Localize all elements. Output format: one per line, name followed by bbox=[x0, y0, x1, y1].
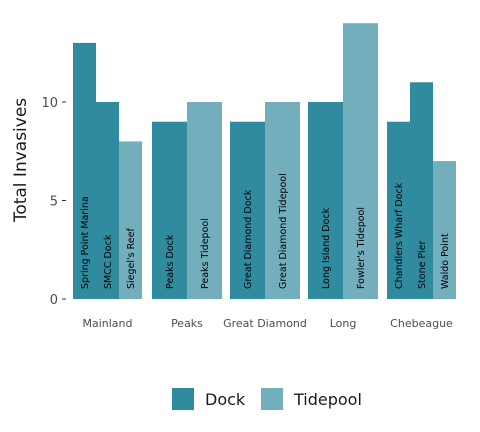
legend-swatch bbox=[172, 388, 194, 410]
bar-label: Chandlers Wharf Dock bbox=[394, 182, 405, 289]
group-tick-label: Long bbox=[330, 317, 357, 330]
bar-label: Siegel's Reef bbox=[126, 228, 137, 289]
legend: Dock Tidepool bbox=[172, 388, 362, 410]
group-tick-label: Great Diamond bbox=[223, 317, 307, 330]
legend-label: Tidepool bbox=[293, 390, 362, 409]
x-axis: Mainland Peaks Great Diamond Long Chebeague bbox=[82, 317, 453, 330]
bar-label: Fowler's Tidepool bbox=[356, 207, 367, 289]
y-axis-title: Total Invasives bbox=[11, 98, 31, 223]
bar bbox=[387, 121, 410, 299]
bar-label: Peaks Dock bbox=[165, 234, 176, 289]
y-axis: 0 5 10 bbox=[41, 96, 66, 308]
bar-label: Waldo Point bbox=[440, 233, 451, 289]
group-tick-label: Peaks bbox=[171, 317, 203, 330]
y-tick-label: 10 bbox=[41, 96, 58, 111]
bar-label: Stone Pier bbox=[417, 241, 428, 289]
group-tick-label: Mainland bbox=[82, 317, 132, 330]
bar bbox=[73, 42, 96, 300]
plot-area: Spring Point Marina SMCC Dock Siegel's Ree… bbox=[73, 23, 456, 300]
bar-label: Spring Point Marina bbox=[80, 196, 91, 289]
bar-label: Great Diamond Dock bbox=[243, 189, 254, 289]
bar bbox=[343, 23, 378, 299]
legend-label: Dock bbox=[205, 390, 246, 409]
bar-label: SMCC Dock bbox=[103, 234, 114, 289]
bar bbox=[96, 102, 119, 299]
group-tick-label: Chebeague bbox=[390, 317, 453, 330]
y-tick-label: 0 bbox=[50, 293, 58, 308]
bar bbox=[433, 161, 456, 299]
bar-label: Great Diamond Tidepool bbox=[278, 173, 289, 289]
bar-label: Peaks Tidepool bbox=[200, 218, 211, 289]
bar bbox=[410, 82, 433, 299]
bar bbox=[308, 102, 343, 299]
bar bbox=[265, 102, 300, 299]
bar bbox=[119, 141, 142, 299]
bar bbox=[152, 121, 187, 299]
bar bbox=[230, 121, 265, 299]
y-tick-label: 5 bbox=[50, 195, 58, 210]
bar bbox=[187, 102, 222, 299]
legend-swatch bbox=[261, 388, 283, 410]
bar-label: Long Island Dock bbox=[321, 207, 332, 289]
